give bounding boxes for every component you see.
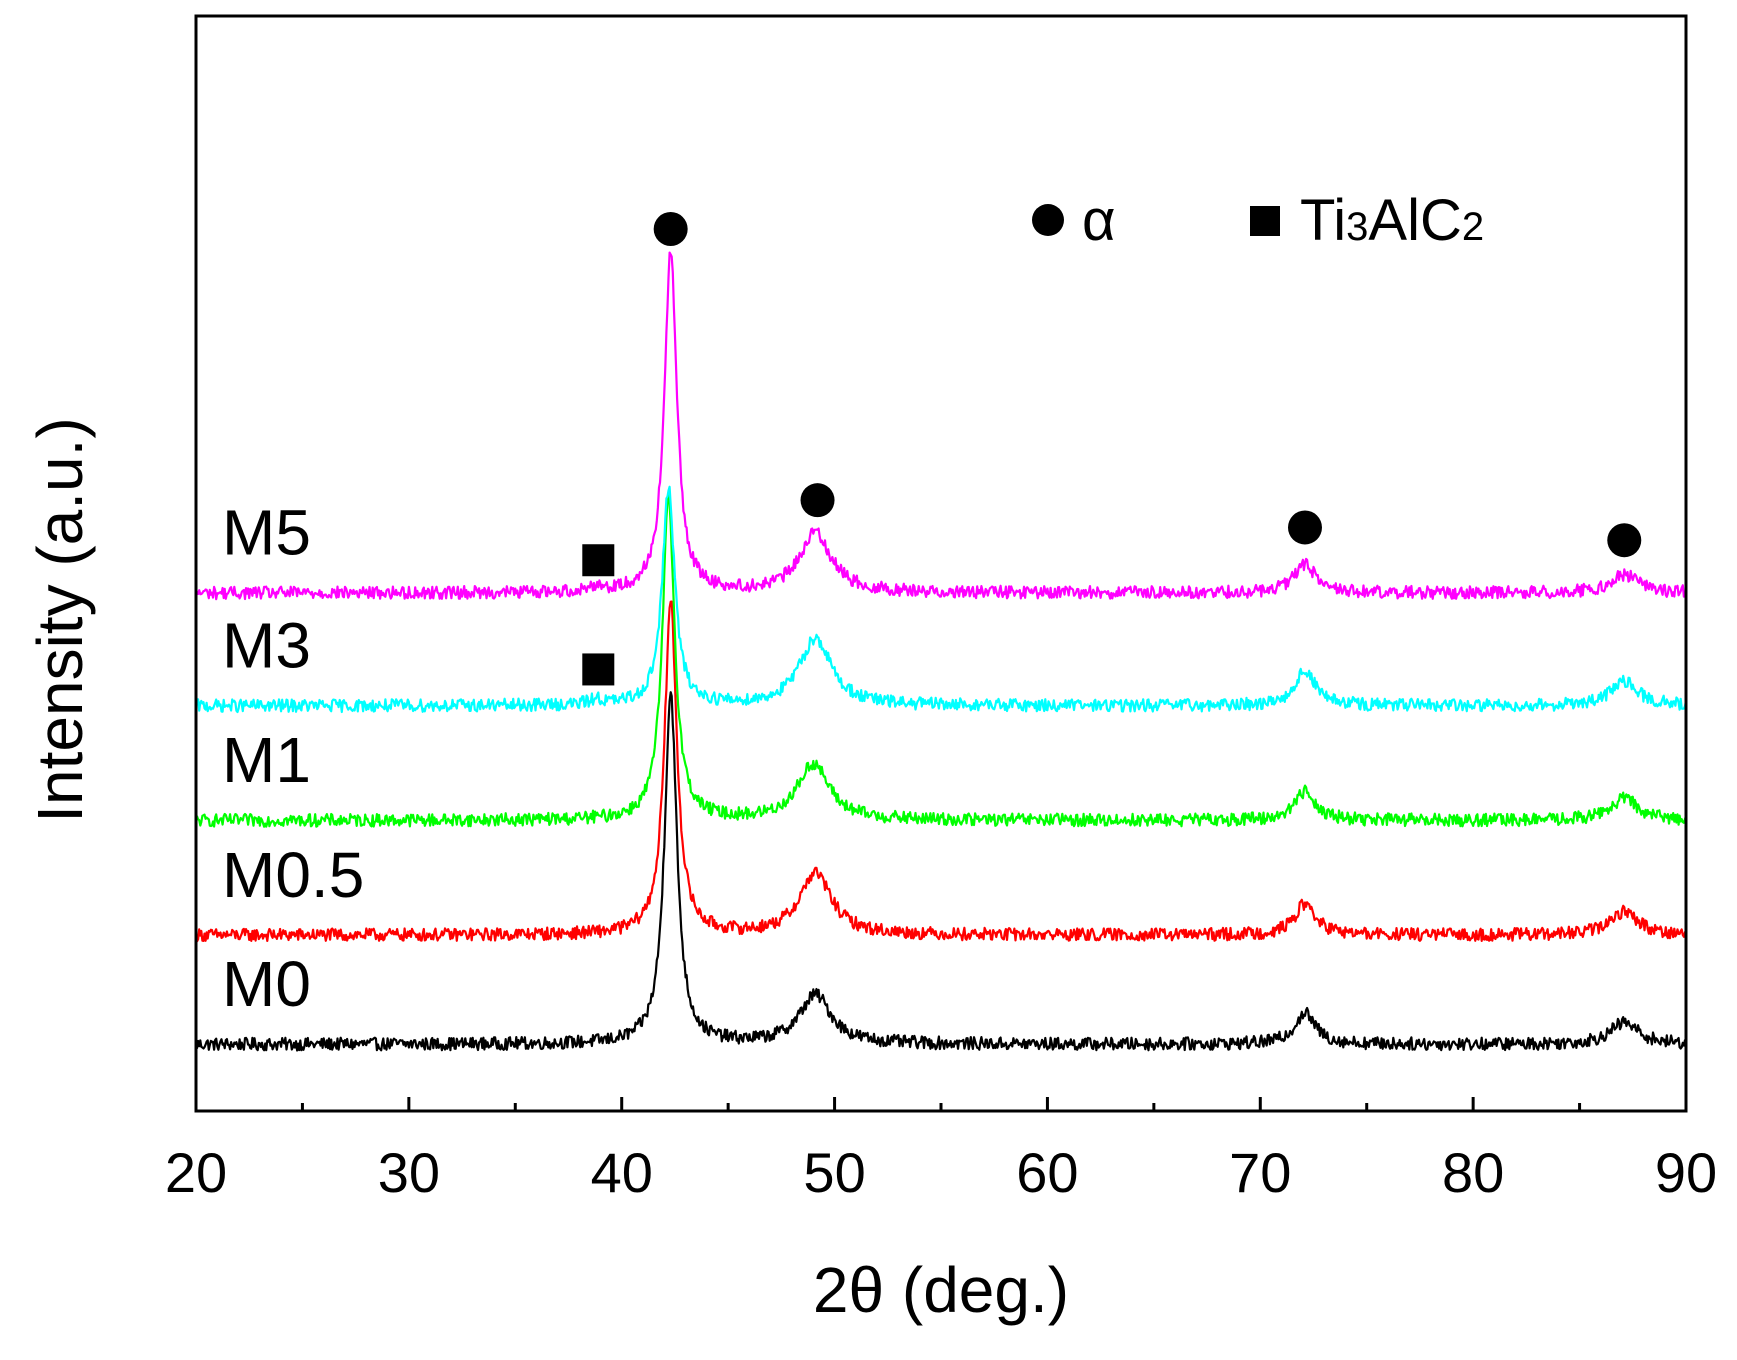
series-label-m5: M5 bbox=[222, 497, 311, 569]
legend-circle-icon bbox=[1032, 204, 1064, 236]
x-axis-label: 2θ (deg.) bbox=[813, 1254, 1069, 1326]
series-labels: M0 M0.5 M1 M3 M5 bbox=[222, 497, 364, 1020]
series-line-m5 bbox=[194, 251, 1688, 601]
series-label-m3: M3 bbox=[222, 609, 311, 681]
series-line-m0 bbox=[194, 691, 1687, 1052]
series-line-m3 bbox=[194, 485, 1688, 714]
legend-square-icon bbox=[1250, 206, 1280, 236]
x-tick-label: 80 bbox=[1442, 1141, 1504, 1204]
series-line-m1 bbox=[195, 493, 1688, 828]
ti3alc2-phase-marker bbox=[582, 544, 615, 577]
legend-label-alpha: α bbox=[1082, 188, 1116, 253]
x-tick-label: 70 bbox=[1229, 1141, 1291, 1204]
series-label-m0-5: M0.5 bbox=[222, 839, 364, 911]
x-tick-label: 40 bbox=[591, 1141, 653, 1204]
alpha-phase-marker bbox=[1287, 510, 1322, 545]
x-tick-label: 60 bbox=[1016, 1141, 1078, 1204]
alpha-phase-marker bbox=[653, 212, 688, 246]
y-axis-label: Intensity (a.u.) bbox=[24, 417, 96, 823]
phase-markers bbox=[582, 212, 1642, 686]
alpha-phase-marker bbox=[1607, 523, 1642, 558]
series-label-m0: M0 bbox=[222, 948, 311, 1020]
series-layer bbox=[194, 251, 1688, 1052]
x-axis-ticks: 20 30 40 50 60 70 80 90 bbox=[165, 1097, 1717, 1204]
ti3alc2-phase-marker bbox=[582, 653, 615, 686]
x-tick-label: 50 bbox=[803, 1141, 865, 1204]
x-tick-label: 30 bbox=[378, 1141, 440, 1204]
x-tick-label: 20 bbox=[165, 1141, 227, 1204]
x-tick-label: 90 bbox=[1655, 1141, 1717, 1204]
series-line-m0-5 bbox=[194, 600, 1687, 943]
series-label-m1: M1 bbox=[222, 724, 311, 796]
alpha-phase-marker bbox=[800, 483, 835, 518]
legend: α Ti3AlC2 bbox=[1032, 188, 1484, 253]
legend-label-ti3alc2: Ti3AlC2 bbox=[1300, 188, 1484, 253]
